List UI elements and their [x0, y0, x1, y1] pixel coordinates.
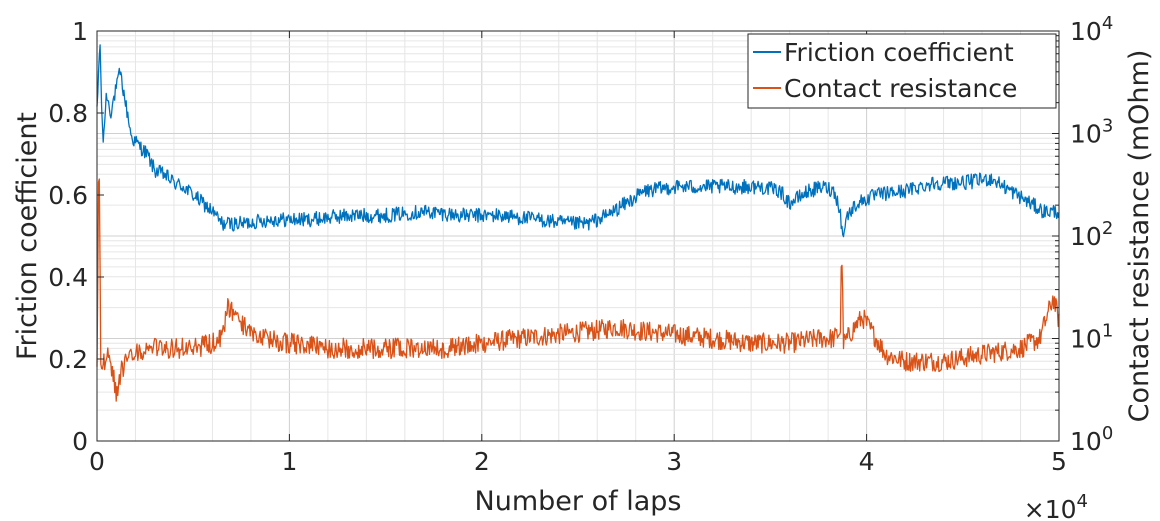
y-left-tick-label: 0.4	[48, 263, 88, 292]
y-right-tick-label: 100	[1070, 423, 1113, 456]
y-right-tick-label: 101	[1070, 321, 1113, 354]
y-axis-label-right: Contact resistance (mOhm)	[1124, 50, 1155, 423]
x-tick-label: 5	[1051, 447, 1067, 476]
y-left-tick-label: 0	[72, 427, 88, 456]
y-right-tick-label: 104	[1070, 13, 1113, 46]
series-line-contact-resistance	[96, 178, 1060, 402]
x-tick-label: 0	[89, 447, 105, 476]
y-right-tick-label: 102	[1070, 218, 1113, 251]
y-left-tick-label: 0.2	[48, 345, 88, 374]
x-multiplier-exponent: 4	[1077, 491, 1088, 512]
y-left-tick-label: 1	[72, 17, 88, 46]
legend-box	[747, 33, 1057, 109]
x-multiplier-label: ×104	[1024, 491, 1088, 521]
x-tick-label: 1	[281, 447, 297, 476]
y-left-tick-label: 0.8	[48, 99, 88, 128]
y-right-tick-label: 103	[1070, 116, 1113, 149]
x-axis-label: Number of laps	[475, 486, 682, 517]
legend-label-contact-resistance: Contact resistance	[784, 74, 1017, 103]
series-line-friction	[96, 44, 1060, 238]
y-axis-label-left: Friction coefficient	[12, 112, 43, 360]
legend-label-friction: Friction coefficient	[784, 38, 1014, 67]
x-tick-label: 2	[474, 447, 490, 476]
legend: Friction coefficient Contact resistance	[747, 33, 1057, 109]
x-tick-label: 3	[666, 447, 682, 476]
series-layer	[96, 44, 1060, 402]
axes: 0 1 2 3 4 5 0 0.2 0.4 0.6 0.8 1 100 101 102 103 104	[48, 13, 1113, 476]
grid	[96, 31, 1060, 442]
x-tick-label: 4	[859, 447, 875, 476]
y-left-tick-label: 0.6	[48, 181, 88, 210]
